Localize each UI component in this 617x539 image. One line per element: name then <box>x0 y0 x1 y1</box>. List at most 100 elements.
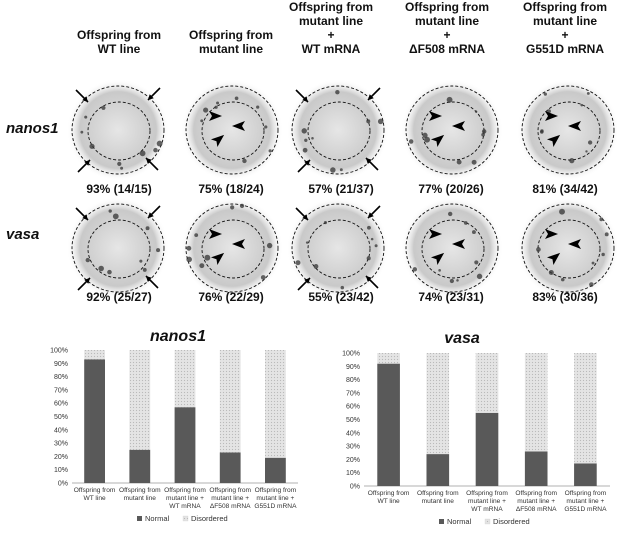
x-tick-label: WT mRNA <box>169 503 201 510</box>
arrow-icon <box>75 207 89 221</box>
bar-disordered <box>524 353 548 452</box>
y-tick-label: 80% <box>54 374 68 381</box>
y-tick-label: 30% <box>54 441 68 448</box>
y-tick-label: 90% <box>54 361 68 368</box>
bar-normal <box>574 463 597 486</box>
percentage-label: 92% (25/27) <box>86 290 152 304</box>
x-tick-label: mutant line + <box>517 498 555 505</box>
percentage-label: 76% (22/29) <box>198 290 264 304</box>
arrow-icon <box>367 205 381 219</box>
y-tick-label: 100% <box>50 348 68 355</box>
y-tick-label: 100% <box>342 351 360 358</box>
arrowhead-icon <box>452 238 466 249</box>
arrowhead-icon <box>452 120 466 131</box>
bar-disordered <box>174 350 196 408</box>
arrow-icon <box>365 275 379 289</box>
bar-disordered <box>84 350 105 360</box>
chart-nanos1: 0% 10% 20% 30% 40% 50% 60% 70% 80% 90% 100% Offspri… <box>50 348 298 523</box>
legend-label: Disordered <box>493 517 530 526</box>
arrowhead-icon <box>568 120 582 131</box>
legend-label: Normal <box>145 514 170 523</box>
arrowhead-icon <box>546 134 561 148</box>
arrow-icon <box>295 207 309 221</box>
y-tick-label: 80% <box>346 377 360 384</box>
bar-normal <box>265 457 286 483</box>
x-tick-label: Offspring from <box>74 487 116 494</box>
y-tick-label: 60% <box>346 404 360 411</box>
percentage-label: 81% (34/42) <box>532 182 598 196</box>
percentage-label: 93% (14/15) <box>86 182 152 196</box>
percentage-label: 74% (23/31) <box>418 290 484 304</box>
y-tick-label: 70% <box>346 390 360 397</box>
arrow-icon <box>77 277 91 291</box>
arrow-icon <box>145 157 159 171</box>
legend-label: Normal <box>447 517 472 526</box>
percentage-label: 77% (20/26) <box>418 182 484 196</box>
y-tick-label: 0% <box>58 481 68 488</box>
y-tick-label: 10% <box>346 470 360 477</box>
arrow-icon <box>147 87 161 101</box>
y-tick-label: 50% <box>346 417 360 424</box>
arrowhead-icon <box>232 238 246 249</box>
x-tick-label: Offspring from <box>368 490 410 497</box>
column-header-g551d-mrna: Offspring from mutant line + G551D mRNA <box>510 0 617 56</box>
bar-normal <box>524 451 548 486</box>
arrow-icon <box>75 89 89 103</box>
x-tick-label: WT line <box>83 495 106 502</box>
arrowhead-icon <box>430 134 445 148</box>
row-label-nanos1: nanos1 <box>6 120 59 137</box>
x-tick-label: Offspring from <box>466 490 508 497</box>
arrow-icon <box>297 159 311 173</box>
bar-disordered <box>426 353 450 455</box>
column-header-text: Offspring from mutant line <box>189 28 273 56</box>
arrow-icon <box>297 277 311 291</box>
microscopy-image <box>67 197 169 299</box>
microscopy-image <box>287 197 389 299</box>
chart-vasa: 0% 10% 20% 30% 40% 50% 60% 70% 80% 90% 100% Offspri… <box>342 351 610 526</box>
x-tick-label: Offspring from <box>255 487 297 494</box>
arrow-icon <box>295 89 309 103</box>
x-tick-label: Offspring from <box>565 490 607 497</box>
x-tick-label: G551D mRNA <box>564 506 607 513</box>
arrowhead-icon <box>429 111 442 121</box>
arrowhead-icon <box>210 134 225 148</box>
microscopy-image <box>401 79 503 181</box>
x-tick-label: Offspring from <box>164 487 206 494</box>
bar-disordered <box>129 350 151 450</box>
bar-normal <box>377 363 400 486</box>
y-tick-label: 20% <box>54 454 68 461</box>
arrow-icon <box>77 159 91 173</box>
microscopy-image <box>67 79 169 181</box>
chart-title-vasa: vasa <box>444 330 480 347</box>
microscopy-image <box>287 79 389 181</box>
percentage-label: 83% (30/36) <box>532 290 598 304</box>
chart-title-nanos1: nanos1 <box>149 328 206 345</box>
arrowhead-icon <box>568 238 582 249</box>
y-tick-label: 40% <box>346 430 360 437</box>
x-tick-label: WT mRNA <box>471 506 503 513</box>
bar-disordered <box>265 350 286 458</box>
x-tick-label: Offspring from <box>119 487 161 494</box>
x-tick-label: mutant line + <box>211 495 249 502</box>
legend-swatch-normal <box>137 516 142 521</box>
x-tick-label: mutant line + <box>566 498 604 505</box>
x-tick-label: G551D mRNA <box>254 503 297 510</box>
column-header-text: Offspring from WT line <box>77 28 161 56</box>
x-tick-label: mutant line + <box>256 495 294 502</box>
y-tick-label: 60% <box>54 401 68 408</box>
bar-normal <box>84 359 105 483</box>
arrowhead-icon <box>545 229 558 239</box>
column-header-wt: Offspring from WT line <box>64 28 174 56</box>
x-tick-label: mutant line <box>124 495 157 502</box>
arrowhead-icon <box>429 229 442 239</box>
x-tick-label: Offspring from <box>417 490 459 497</box>
arrowhead-icon <box>210 252 225 266</box>
y-tick-label: 10% <box>54 467 68 474</box>
column-header-text: Offspring from mutant line + WT mRNA <box>289 0 373 56</box>
y-tick-label: 40% <box>54 427 68 434</box>
column-header-mutant: Offspring from mutant line <box>176 28 286 56</box>
y-tick-label: 20% <box>346 457 360 464</box>
x-tick-label: Offspring from <box>209 487 251 494</box>
bar-normal <box>129 449 151 483</box>
arrow-icon <box>147 205 161 219</box>
